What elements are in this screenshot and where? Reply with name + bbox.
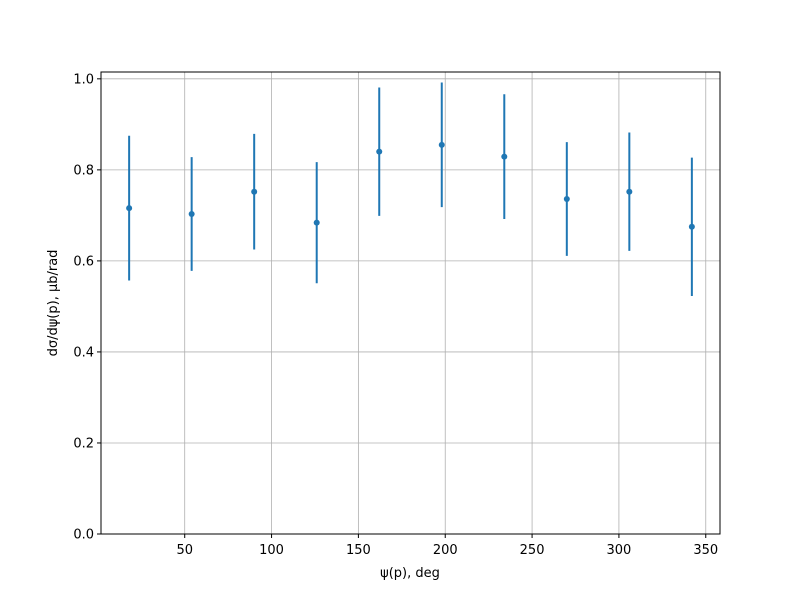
y-tick-label: 0.2 [73, 436, 94, 451]
y-tick-label: 0.6 [73, 254, 94, 269]
y-tick-label: 0.8 [73, 163, 94, 178]
data-point [126, 205, 133, 212]
y-tick-label: 1.0 [73, 72, 94, 87]
y-axis-label: dσ/dψ(p), μb/rad [46, 250, 61, 357]
y-tick-label: 0.4 [73, 345, 94, 360]
x-tick-label: 50 [176, 543, 193, 558]
x-tick-label: 300 [607, 543, 632, 558]
data-point [251, 188, 258, 195]
data-point [376, 148, 383, 155]
x-tick-label: 350 [693, 543, 718, 558]
y-tick-label: 0.0 [73, 528, 94, 543]
data-point [563, 195, 570, 202]
data-point [626, 188, 633, 195]
data-point [438, 141, 445, 148]
data-point [688, 223, 695, 230]
x-axis-label: ψ(p), deg [380, 566, 440, 581]
x-tick-label: 150 [346, 543, 371, 558]
x-tick-label: 200 [433, 543, 458, 558]
x-tick-label: 250 [520, 543, 545, 558]
data-point [188, 211, 195, 218]
x-tick-label: 100 [259, 543, 284, 558]
data-point [501, 153, 508, 160]
data-point [313, 219, 320, 226]
plot-frame [100, 71, 721, 535]
